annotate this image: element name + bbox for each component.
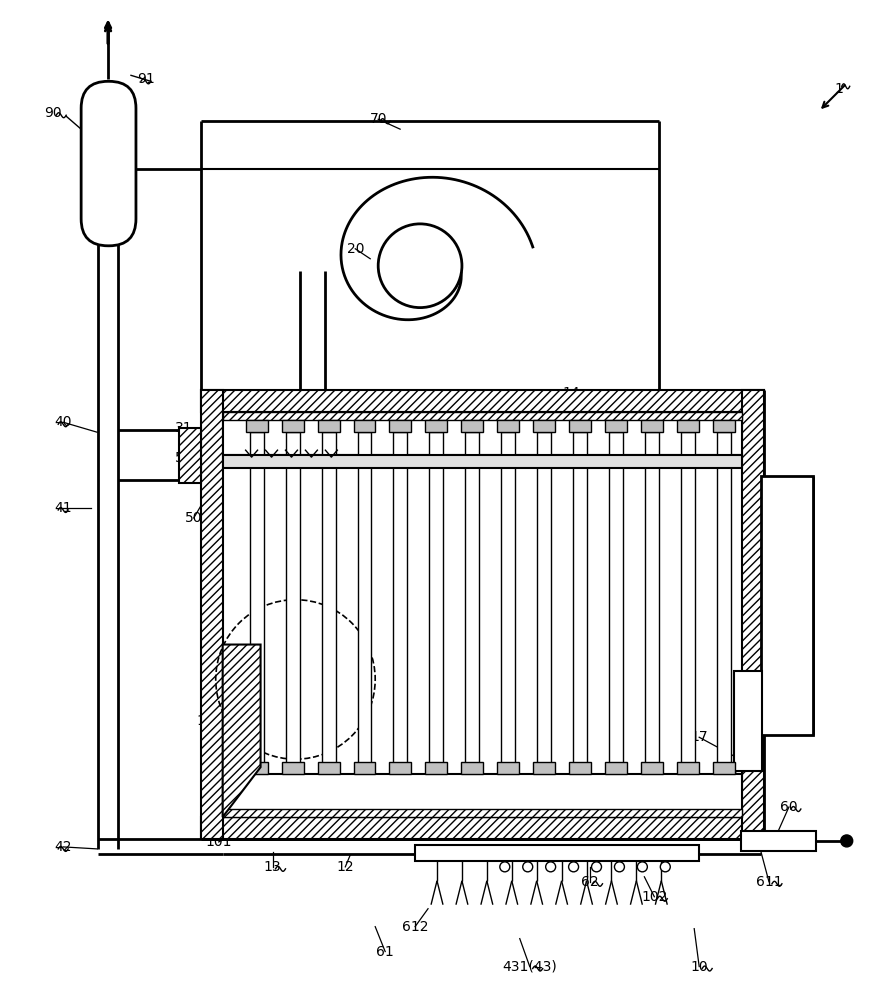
Bar [761, 476, 813, 735]
Circle shape [615, 862, 624, 872]
Bar [742, 390, 764, 839]
Text: 1: 1 [834, 82, 843, 96]
Bar [570, 762, 592, 774]
Bar [641, 762, 663, 774]
Circle shape [523, 862, 532, 872]
Bar [223, 455, 742, 468]
Bar [641, 420, 663, 432]
Text: 70: 70 [369, 112, 387, 126]
Text: 50: 50 [185, 511, 202, 525]
Polygon shape [223, 645, 260, 817]
Bar [282, 762, 304, 774]
Text: 40: 40 [55, 415, 72, 429]
Bar [200, 817, 764, 839]
Text: 41: 41 [55, 501, 72, 515]
Bar [605, 762, 627, 774]
Bar [223, 809, 742, 817]
Bar [282, 420, 304, 432]
Text: 90: 90 [44, 106, 62, 120]
Text: 51: 51 [175, 451, 192, 465]
Circle shape [546, 862, 555, 872]
Bar [497, 420, 519, 432]
Circle shape [569, 862, 578, 872]
Text: 32: 32 [743, 611, 759, 625]
Bar [681, 432, 695, 764]
Bar [734, 671, 762, 771]
Circle shape [500, 862, 509, 872]
Text: 101: 101 [206, 835, 232, 849]
Bar [353, 420, 375, 432]
Bar [533, 420, 555, 432]
Bar [394, 432, 407, 764]
Bar [741, 831, 816, 851]
Bar [426, 762, 448, 774]
Bar [570, 420, 592, 432]
Text: 611: 611 [756, 875, 782, 889]
Bar [223, 412, 742, 420]
Bar [415, 845, 699, 861]
Bar [537, 432, 551, 764]
Bar [677, 762, 699, 774]
FancyBboxPatch shape [81, 81, 136, 246]
Bar [223, 412, 742, 455]
Text: 62: 62 [581, 875, 599, 889]
Text: 102: 102 [641, 890, 668, 904]
Text: 11: 11 [214, 792, 231, 806]
Bar [318, 420, 339, 432]
Text: 431(43): 431(43) [502, 960, 557, 974]
Bar [717, 432, 731, 764]
Text: 61: 61 [376, 945, 394, 959]
Bar [358, 432, 372, 764]
Bar [200, 390, 223, 839]
Bar [245, 420, 268, 432]
Text: 16: 16 [204, 641, 222, 655]
Bar [497, 762, 519, 774]
Text: 12: 12 [336, 860, 354, 874]
Text: 31: 31 [175, 421, 192, 435]
Bar [605, 420, 627, 432]
Bar [713, 762, 735, 774]
Bar [573, 432, 587, 764]
Bar [462, 762, 483, 774]
Bar [645, 432, 659, 764]
Bar [426, 420, 448, 432]
Text: 612: 612 [402, 920, 428, 934]
Text: 15: 15 [197, 714, 215, 728]
Bar [609, 432, 623, 764]
Text: 17: 17 [691, 730, 708, 744]
Text: 91: 91 [137, 72, 155, 86]
Text: 20: 20 [346, 242, 364, 256]
Bar [462, 420, 483, 432]
Bar [318, 762, 339, 774]
Bar [389, 420, 411, 432]
Bar [353, 762, 375, 774]
Bar [200, 390, 764, 412]
Bar [179, 428, 200, 483]
Bar [223, 774, 742, 817]
Text: 14: 14 [562, 386, 580, 400]
Bar [429, 432, 443, 764]
Bar [502, 432, 516, 764]
Text: 10: 10 [691, 960, 708, 974]
Bar [250, 432, 264, 764]
Text: 42: 42 [55, 840, 72, 854]
Bar [285, 432, 299, 764]
Bar [465, 432, 479, 764]
Bar [713, 420, 735, 432]
Bar [677, 420, 699, 432]
Text: 13: 13 [264, 860, 282, 874]
Circle shape [378, 224, 462, 308]
Circle shape [841, 835, 853, 847]
Circle shape [660, 862, 670, 872]
Text: 60: 60 [780, 800, 797, 814]
Bar [533, 762, 555, 774]
Bar [321, 432, 336, 764]
Bar [389, 762, 411, 774]
Bar [245, 762, 268, 774]
Circle shape [638, 862, 647, 872]
Circle shape [592, 862, 601, 872]
